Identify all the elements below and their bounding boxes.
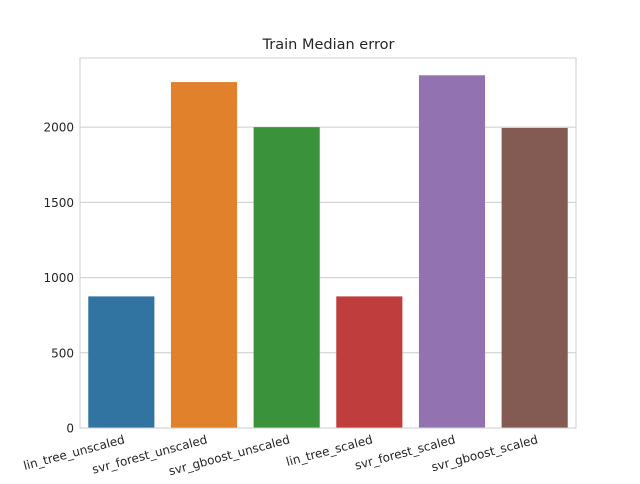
- y-tick-label: 1000: [43, 271, 74, 285]
- bar-svr-forest-scaled: [418, 75, 486, 428]
- chart-title: Train Median error: [262, 37, 395, 53]
- bar-svr-forest-unscaled: [170, 82, 238, 429]
- x-axis-ticks: lin_tree_unscaledsvr_forest_unscaledsvr_…: [22, 432, 540, 478]
- bar-svr-gboost-scaled: [501, 127, 568, 428]
- bar-svr-gboost-unscaled: [253, 127, 320, 429]
- plot-area-frame: [79, 57, 577, 429]
- y-tick-label: 0: [66, 422, 74, 436]
- bar-lin-tree-unscaled: [88, 296, 155, 428]
- bars: [88, 75, 568, 429]
- y-tick-label: 500: [51, 346, 74, 360]
- y-axis-ticks: 0 500 1000 1500 2000: [43, 121, 74, 436]
- bar-lin-tree-scaled: [336, 296, 403, 428]
- y-tick-label: 1500: [43, 196, 74, 210]
- y-tick-label: 2000: [43, 121, 74, 135]
